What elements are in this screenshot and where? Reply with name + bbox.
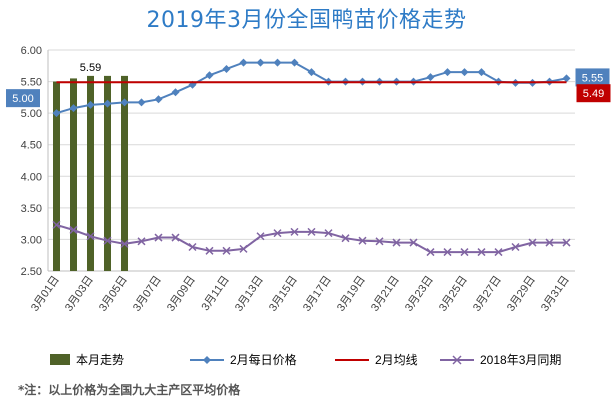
ref-2018-point	[120, 239, 129, 248]
y-tick-label: 5.00	[21, 108, 42, 120]
ref-2018-point	[375, 237, 384, 246]
ref-2018-point	[86, 232, 95, 241]
feb-daily-point	[205, 71, 214, 80]
ref-2018-point	[307, 227, 316, 236]
line-data-label: 5.49	[583, 88, 604, 100]
feb-daily-point	[256, 58, 265, 67]
ref-2018-point	[171, 233, 180, 242]
ref-2018-point	[273, 229, 282, 238]
ref-2018-point	[409, 238, 418, 247]
data-label-box	[576, 84, 611, 103]
x-tick-label: 3月25日	[437, 274, 470, 314]
bar-mar-5	[121, 75, 128, 271]
ref-2018-point	[426, 248, 435, 257]
y-tick-label: 4.00	[21, 171, 42, 183]
feb-daily-point	[52, 109, 61, 118]
legend-label: 本月走势	[76, 353, 124, 367]
ref-2018-point	[562, 238, 571, 247]
x-tick-label: 3月23日	[403, 274, 436, 314]
y-tick-label: 4.50	[21, 140, 42, 152]
ref-2018-point	[205, 246, 214, 255]
line-data-label: 5.55	[582, 72, 603, 84]
x-tick-label: 3月17日	[301, 274, 334, 314]
x-tick-label: 3月05日	[97, 274, 130, 314]
x-tick-label: 3月11日	[199, 274, 232, 313]
series-line	[56, 223, 567, 254]
x-tick-label: 3月29日	[505, 274, 538, 314]
x-tick-label: 3月19日	[335, 274, 368, 314]
chart-title: 2019年3月份全国鸭苗价格走势	[146, 8, 467, 33]
feb-daily-point	[460, 68, 469, 77]
feb-daily-point	[103, 99, 112, 108]
ref-2018-point	[256, 232, 265, 241]
ref-2018-point	[239, 244, 248, 253]
legend-marker	[452, 355, 462, 365]
bar-data-label: 5.59	[80, 62, 101, 74]
data-label-box	[6, 89, 40, 108]
x-tick-label: 3月21日	[369, 274, 402, 314]
ref-2018-point	[545, 238, 554, 247]
y-tick-label: 3.00	[21, 234, 42, 246]
footnote: *注：以上价格为全国九大主产区平均价格	[18, 383, 241, 397]
bar-mar-2	[70, 78, 77, 272]
feb-daily-point	[426, 73, 435, 82]
legend-label: 2月均线	[375, 353, 418, 367]
legend-label: 2018年3月同期	[480, 353, 561, 367]
x-tick-label: 3月31日	[539, 274, 572, 314]
ref-2018-point	[358, 236, 367, 245]
feb-daily-point	[137, 98, 146, 107]
ref-2018-point	[528, 238, 537, 247]
ref-2018-point	[290, 227, 299, 236]
feb-daily-point	[562, 74, 571, 83]
ref-2018-point	[324, 229, 333, 238]
feb-daily-point	[154, 95, 163, 104]
data-label-box	[575, 68, 610, 87]
ref-2018-point	[494, 248, 503, 257]
feb-daily-point	[443, 68, 452, 77]
bar-mar-3	[87, 75, 94, 271]
x-tick-label: 3月27日	[471, 274, 504, 314]
ref-2018-point	[103, 236, 112, 245]
y-tick-label: 2.50	[21, 266, 42, 278]
x-tick-label: 3月03日	[63, 274, 96, 314]
y-tick-label: 6.00	[21, 45, 42, 57]
ref-2018-point	[511, 242, 520, 252]
y-tick-label: 3.50	[21, 203, 42, 215]
feb-daily-point	[239, 58, 248, 67]
legend-label: 2月每日价格	[230, 352, 297, 367]
feb-daily-point	[477, 68, 486, 77]
feb-daily-point	[69, 104, 78, 113]
feb-daily-point	[307, 68, 316, 77]
ref-2018-point	[154, 233, 163, 242]
legend-swatch	[50, 354, 70, 365]
x-tick-label: 3月13日	[233, 274, 266, 314]
bar-mar-4	[104, 75, 111, 271]
x-tick-label: 3月15日	[267, 274, 300, 314]
ref-2018-point	[188, 242, 197, 252]
ref-2018-point	[443, 248, 452, 257]
feb-daily-point	[273, 58, 282, 67]
y-tick-label: 5.50	[21, 77, 42, 89]
ref-2018-point	[392, 238, 401, 247]
x-tick-label: 3月09日	[165, 274, 198, 314]
feb-daily-point	[120, 98, 129, 107]
line-data-label: 5.00	[12, 93, 33, 105]
ref-2018-point	[52, 220, 61, 229]
ref-2018-point	[69, 225, 78, 234]
ref-2018-point	[460, 248, 469, 257]
bar-mar-1	[53, 81, 60, 271]
legend-marker	[203, 356, 211, 364]
ref-2018-point	[137, 237, 146, 246]
ref-2018-point	[477, 248, 486, 257]
x-tick-label: 3月01日	[29, 274, 62, 314]
x-tick-label: 3月07日	[131, 274, 164, 314]
feb-daily-point	[222, 64, 231, 73]
feb-daily-point	[171, 88, 180, 97]
feb-daily-point	[86, 100, 95, 109]
ref-2018-point	[341, 234, 350, 243]
ref-2018-point	[222, 246, 231, 255]
feb-daily-point	[290, 58, 299, 67]
